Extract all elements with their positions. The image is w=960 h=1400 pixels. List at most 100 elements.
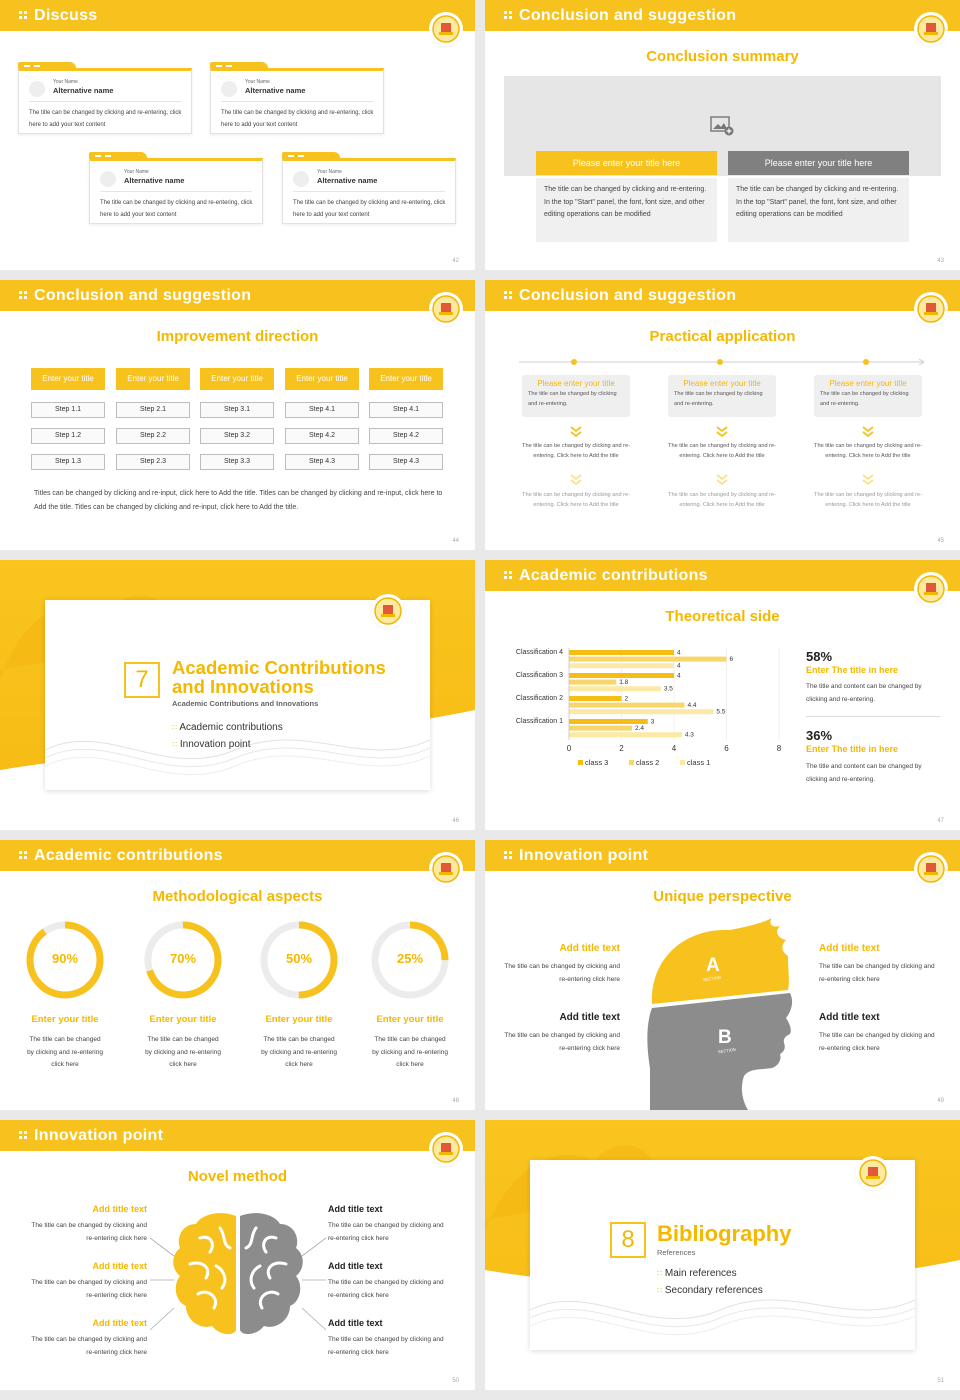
app-card[interactable]: Please enter your title The title can be… xyxy=(522,375,630,417)
bar xyxy=(569,709,714,715)
slide-49[interactable]: Innovation point Unique perspective A SE… xyxy=(485,840,960,1110)
column-header[interactable]: Enter your title xyxy=(369,368,443,390)
left-title-1: Add title text xyxy=(92,1204,147,1214)
step-box[interactable]: Step 4.1 xyxy=(369,402,443,418)
step-box[interactable]: Step 1.1 xyxy=(31,402,105,418)
stat-value: 36% xyxy=(806,728,833,743)
logo-emblem-icon xyxy=(431,1134,461,1164)
card-2[interactable]: Your Name Alternative name The title can… xyxy=(210,62,384,134)
app-card[interactable]: Please enter your title The title can be… xyxy=(668,375,776,417)
step-box[interactable]: Step 4.3 xyxy=(369,454,443,470)
ring-value: 50% xyxy=(285,951,313,966)
dots-icon xyxy=(504,11,514,21)
bar xyxy=(569,686,661,692)
chapter-sub: References xyxy=(657,1248,696,1257)
chapter-heading-1: Academic Contributions xyxy=(172,657,386,678)
stat-text: The title and content can be changed by … xyxy=(806,763,922,783)
app-text: The title can be changed by clicking and… xyxy=(668,443,776,459)
step-box[interactable]: Step 4.3 xyxy=(285,454,359,470)
column-header[interactable]: Enter your title xyxy=(285,368,359,390)
right-text: The title can be changed by clicking and… xyxy=(728,178,909,242)
x-tick-label: 8 xyxy=(777,744,782,753)
ring-value: 70% xyxy=(169,951,197,966)
slide-42[interactable]: Discuss Your Name Alternative name The t… xyxy=(0,0,475,270)
ring-text: The title can be changed by clicking and… xyxy=(27,1036,103,1068)
slide-44[interactable]: Conclusion and suggestion Improvement di… xyxy=(0,280,475,550)
page-number: 45 xyxy=(937,538,944,544)
step-box[interactable]: Step 3.3 xyxy=(200,454,274,470)
bar xyxy=(569,650,674,655)
logo-emblem-icon xyxy=(431,854,461,884)
legend-swatch xyxy=(629,760,634,765)
chevron-down-icon xyxy=(716,474,728,486)
bar xyxy=(569,702,685,708)
right-text-1: The title can be changed by clicking and… xyxy=(819,963,935,983)
step-box[interactable]: Step 4.1 xyxy=(285,402,359,418)
category-label: Classification 3 xyxy=(516,672,563,679)
page-number: 42 xyxy=(452,258,459,264)
chapter-number: 7 xyxy=(124,662,160,698)
chapter-item[interactable]: ∷ Secondary references xyxy=(657,1285,763,1296)
step-box[interactable]: Step 3.1 xyxy=(200,402,274,418)
left-title-box[interactable]: Please enter your title here xyxy=(536,151,717,175)
slide-43[interactable]: Conclusion and suggestion Conclusion sum… xyxy=(485,0,960,270)
add-image-icon xyxy=(710,116,734,136)
chapter-heading: Bibliography xyxy=(657,1221,792,1246)
left-text-1: The title can be changed by clicking and… xyxy=(31,1222,147,1242)
step-box[interactable]: Step 4.2 xyxy=(369,428,443,444)
ring-value: 25% xyxy=(396,951,424,966)
chapter-item[interactable]: ∷ Academic contributions xyxy=(172,722,283,733)
slide-46[interactable]: 7 Academic Contributions and Innovations… xyxy=(0,560,475,830)
step-box[interactable]: Step 3.2 xyxy=(200,428,274,444)
page-number: 48 xyxy=(452,1098,459,1104)
data-label: 4.4 xyxy=(688,702,697,709)
column-header[interactable]: Enter your title xyxy=(116,368,190,390)
card-1[interactable]: Your Name Alternative name The title can… xyxy=(18,62,192,134)
bar xyxy=(569,656,727,662)
right-text-2: The title can be changed by clicking and… xyxy=(819,1032,935,1052)
left-title-2: Add title text xyxy=(559,1012,620,1023)
step-box[interactable]: Step 2.2 xyxy=(116,428,190,444)
slide-50[interactable]: Innovation point Novel method Add title … xyxy=(0,1120,475,1390)
page-number: 50 xyxy=(452,1378,459,1384)
step-box[interactable]: Step 1.2 xyxy=(31,428,105,444)
slide-51[interactable]: 8 Bibliography References ∷ Main referen… xyxy=(485,1120,960,1390)
data-label: 2 xyxy=(625,696,629,703)
column-header[interactable]: Enter your title xyxy=(31,368,105,390)
bar xyxy=(569,673,674,678)
right-text-2: The title can be changed by clicking and… xyxy=(328,1279,444,1299)
section-a-label: A xyxy=(706,955,720,976)
slide-47[interactable]: Academic contributions Theoretical side … xyxy=(485,560,960,830)
card-3[interactable]: Your Name Alternative name The title can… xyxy=(89,152,263,224)
left-text-3: The title can be changed by clicking and… xyxy=(31,1336,147,1356)
slide-45[interactable]: Conclusion and suggestion Practical appl… xyxy=(485,280,960,550)
card-text: The title can be changed by clicking and… xyxy=(29,110,182,128)
chapter-item[interactable]: ∷ Main references xyxy=(657,1268,737,1279)
step-box[interactable]: Step 4.2 xyxy=(285,428,359,444)
step-box[interactable]: Step 1.3 xyxy=(31,454,105,470)
data-label: 1.8 xyxy=(619,679,628,686)
dots-icon xyxy=(504,291,514,301)
section-subtitle: Improvement direction xyxy=(156,328,319,345)
logo-emblem-icon xyxy=(916,294,946,324)
column-header[interactable]: Enter your title xyxy=(200,368,274,390)
right-title-box[interactable]: Please enter your title here xyxy=(728,151,909,175)
ring-title: Enter your title xyxy=(376,1014,444,1025)
dots-icon xyxy=(19,1131,29,1141)
right-text-1: The title can be changed by clicking and… xyxy=(328,1222,444,1242)
right-title-1: Add title text xyxy=(328,1204,383,1214)
x-tick-label: 0 xyxy=(567,744,572,753)
app-text: The title can be changed by clicking and… xyxy=(522,443,630,459)
card-4[interactable]: Your Name Alternative name The title can… xyxy=(282,152,456,224)
chapter-item[interactable]: ∷ Innovation point xyxy=(172,739,251,750)
app-text-faded: The title can be changed by clicking and… xyxy=(522,492,630,508)
app-card[interactable]: Please enter your title The title can be… xyxy=(814,375,922,417)
step-box[interactable]: Step 2.3 xyxy=(116,454,190,470)
ring-title: Enter your title xyxy=(31,1014,99,1025)
category-label: Classification 4 xyxy=(516,649,563,656)
slide-48[interactable]: Academic contributions Methodological as… xyxy=(0,840,475,1110)
data-label: 4 xyxy=(677,673,681,680)
step-box[interactable]: Step 2.1 xyxy=(116,402,190,418)
title-bar xyxy=(485,560,960,591)
timeline-arrow xyxy=(519,358,925,366)
